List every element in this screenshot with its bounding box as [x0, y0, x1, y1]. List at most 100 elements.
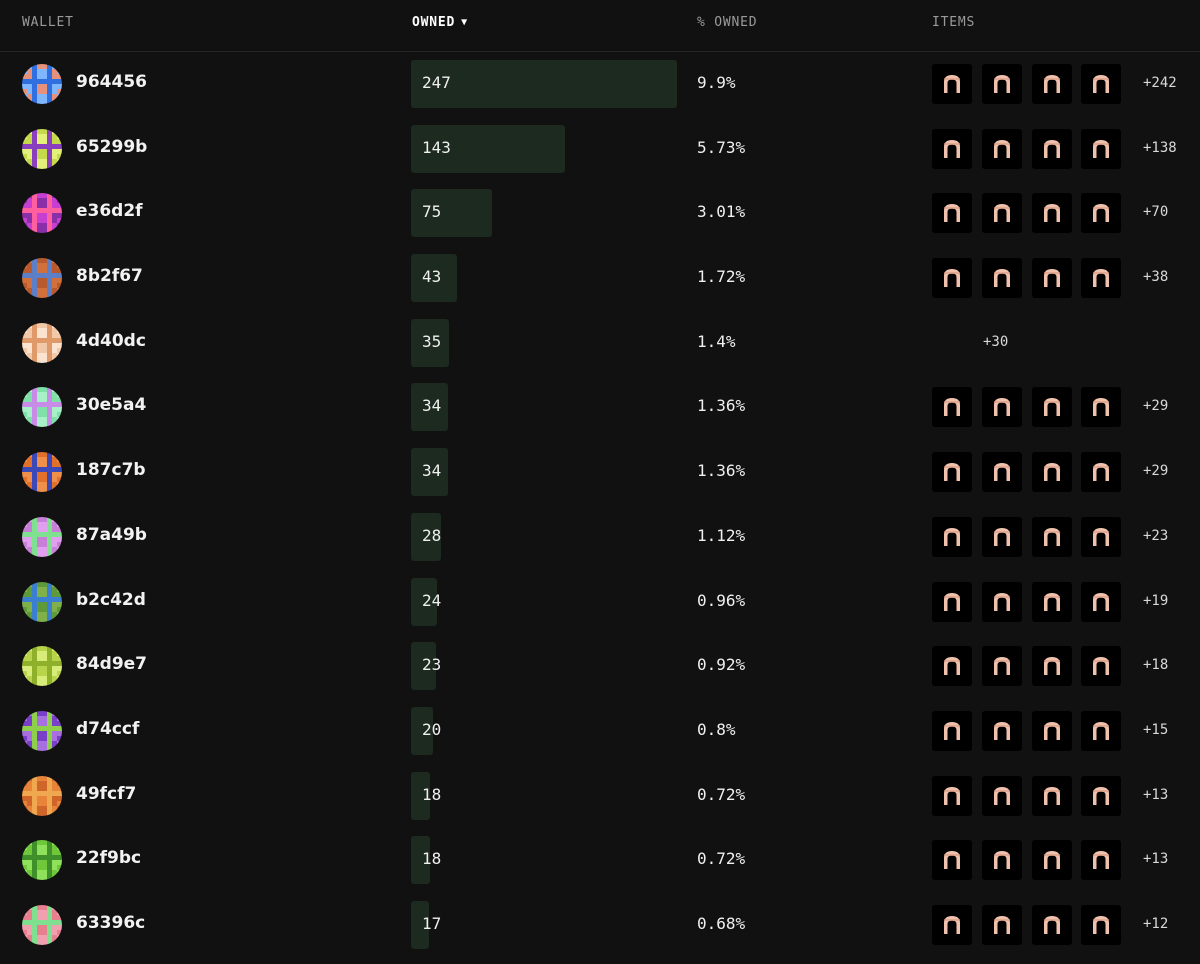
more-items-link[interactable]: +138	[1143, 139, 1177, 156]
wallet-avatar[interactable]	[22, 646, 62, 687]
wallet-address-link[interactable]: 65299b	[76, 136, 148, 157]
wallet-avatar[interactable]	[22, 775, 62, 816]
item-thumbnail[interactable]	[982, 452, 1022, 493]
more-items-link[interactable]: +12	[1143, 915, 1169, 932]
wallet-address-link[interactable]: e36d2f	[76, 201, 143, 222]
wallet-address-link[interactable]: 964456	[76, 72, 147, 92]
item-thumbnail[interactable]	[1032, 646, 1072, 687]
table-row[interactable]: d74ccf 20 0.8% +15	[0, 699, 1200, 764]
item-thumbnail[interactable]	[1032, 775, 1072, 816]
table-row[interactable]: 84d9e7 23 0.92% +18	[0, 634, 1200, 699]
table-row[interactable]: 22f9bc 18 0.72% +13	[0, 828, 1200, 893]
more-items-link[interactable]: +29	[1143, 463, 1169, 480]
item-thumbnail[interactable]	[982, 258, 1022, 299]
item-thumbnail[interactable]	[1081, 904, 1121, 945]
table-row[interactable]: e36d2f 75 3.01% +70	[0, 181, 1200, 246]
item-thumbnail[interactable]	[932, 64, 972, 104]
item-thumbnail[interactable]	[982, 840, 1022, 881]
item-thumbnail[interactable]	[1032, 904, 1072, 945]
item-thumbnail[interactable]	[1032, 710, 1072, 751]
wallet-avatar[interactable]	[22, 64, 62, 104]
item-thumbnail[interactable]	[932, 710, 972, 751]
wallet-avatar[interactable]	[22, 581, 62, 622]
wallet-address-link[interactable]: 30e5a4	[76, 395, 147, 416]
more-items-link[interactable]: +29	[1143, 398, 1169, 415]
item-thumbnail[interactable]	[982, 128, 1022, 169]
more-items-link[interactable]: +13	[1143, 851, 1169, 868]
item-thumbnail[interactable]	[932, 840, 972, 881]
wallet-avatar[interactable]	[22, 322, 62, 363]
wallet-address-link[interactable]: 87a49b	[76, 524, 147, 545]
wallet-address-link[interactable]: d74ccf	[76, 718, 140, 739]
table-row[interactable]: 30e5a4 34 1.36% +29	[0, 375, 1200, 440]
table-row[interactable]: b2c42d 24 0.96% +19	[0, 570, 1200, 635]
wallet-avatar[interactable]	[22, 128, 62, 169]
item-thumbnail[interactable]	[1032, 128, 1072, 169]
item-thumbnail[interactable]	[1081, 775, 1121, 816]
wallet-avatar[interactable]	[22, 193, 62, 234]
more-items-link[interactable]: +13	[1143, 786, 1169, 803]
wallet-avatar[interactable]	[22, 710, 62, 751]
item-thumbnail[interactable]	[932, 581, 972, 622]
table-row[interactable]: 87a49b 28 1.12% +23	[0, 505, 1200, 570]
more-items-link[interactable]: +30	[983, 333, 1009, 350]
item-thumbnail[interactable]	[1081, 581, 1121, 622]
item-thumbnail[interactable]	[932, 193, 972, 234]
wallet-avatar[interactable]	[22, 452, 62, 493]
item-thumbnail[interactable]	[1081, 646, 1121, 687]
item-thumbnail[interactable]	[932, 516, 972, 557]
item-thumbnail[interactable]	[932, 387, 972, 428]
item-thumbnail[interactable]	[1081, 193, 1121, 234]
more-items-link[interactable]: +15	[1143, 721, 1169, 738]
wallet-avatar[interactable]	[22, 840, 62, 881]
wallet-avatar[interactable]	[22, 387, 62, 428]
item-thumbnail[interactable]	[1032, 581, 1072, 622]
item-thumbnail[interactable]	[982, 193, 1022, 234]
more-items-link[interactable]: +242	[1143, 75, 1177, 91]
column-header-owned[interactable]: OWNED ▼	[412, 15, 468, 30]
more-items-link[interactable]: +23	[1143, 527, 1169, 544]
wallet-address-link[interactable]: 84d9e7	[76, 654, 148, 675]
item-thumbnail[interactable]	[1032, 840, 1072, 881]
column-header-wallet[interactable]: WALLET	[22, 15, 74, 30]
wallet-avatar[interactable]	[22, 258, 62, 299]
item-thumbnail[interactable]	[982, 904, 1022, 945]
wallet-avatar[interactable]	[22, 516, 62, 557]
item-thumbnail[interactable]	[1032, 452, 1072, 493]
wallet-avatar[interactable]	[22, 904, 62, 945]
more-items-link[interactable]: +70	[1143, 204, 1169, 221]
table-row[interactable]: 49fcf7 18 0.72% +13	[0, 764, 1200, 829]
table-row[interactable]: 8b2f67 43 1.72% +38	[0, 246, 1200, 311]
item-thumbnail[interactable]	[932, 904, 972, 945]
more-items-link[interactable]: +38	[1143, 269, 1169, 286]
wallet-address-link[interactable]: 49fcf7	[76, 783, 137, 804]
more-items-link[interactable]: +19	[1143, 592, 1169, 609]
item-thumbnail[interactable]	[932, 128, 972, 169]
item-thumbnail[interactable]	[1081, 387, 1121, 428]
item-thumbnail[interactable]	[982, 64, 1022, 104]
item-thumbnail[interactable]	[932, 646, 972, 687]
item-thumbnail[interactable]	[1032, 387, 1072, 428]
item-thumbnail[interactable]	[1032, 64, 1072, 104]
wallet-address-link[interactable]: 4d40dc	[76, 330, 146, 351]
item-thumbnail[interactable]	[982, 516, 1022, 557]
wallet-address-link[interactable]: 187c7b	[76, 460, 146, 481]
item-thumbnail[interactable]	[1081, 64, 1121, 104]
item-thumbnail[interactable]	[1032, 516, 1072, 557]
wallet-address-link[interactable]: 63396c	[76, 912, 146, 933]
wallet-address-link[interactable]: 8b2f67	[76, 266, 143, 287]
more-items-link[interactable]: +18	[1143, 657, 1169, 674]
item-thumbnail[interactable]	[1032, 193, 1072, 234]
wallet-address-link[interactable]: 22f9bc	[76, 848, 142, 869]
column-header-pct-owned[interactable]: % OWNED	[697, 15, 758, 30]
item-thumbnail[interactable]	[982, 581, 1022, 622]
item-thumbnail[interactable]	[1081, 452, 1121, 493]
item-thumbnail[interactable]	[982, 387, 1022, 428]
item-thumbnail[interactable]	[982, 646, 1022, 687]
table-row[interactable]: 4d40dc 35 1.4% +30	[0, 311, 1200, 376]
item-thumbnail[interactable]	[982, 710, 1022, 751]
item-thumbnail[interactable]	[1081, 258, 1121, 299]
item-thumbnail[interactable]	[1081, 128, 1121, 169]
wallet-address-link[interactable]: b2c42d	[76, 589, 146, 610]
table-row[interactable]: 63396c 17 0.68% +12	[0, 893, 1200, 958]
